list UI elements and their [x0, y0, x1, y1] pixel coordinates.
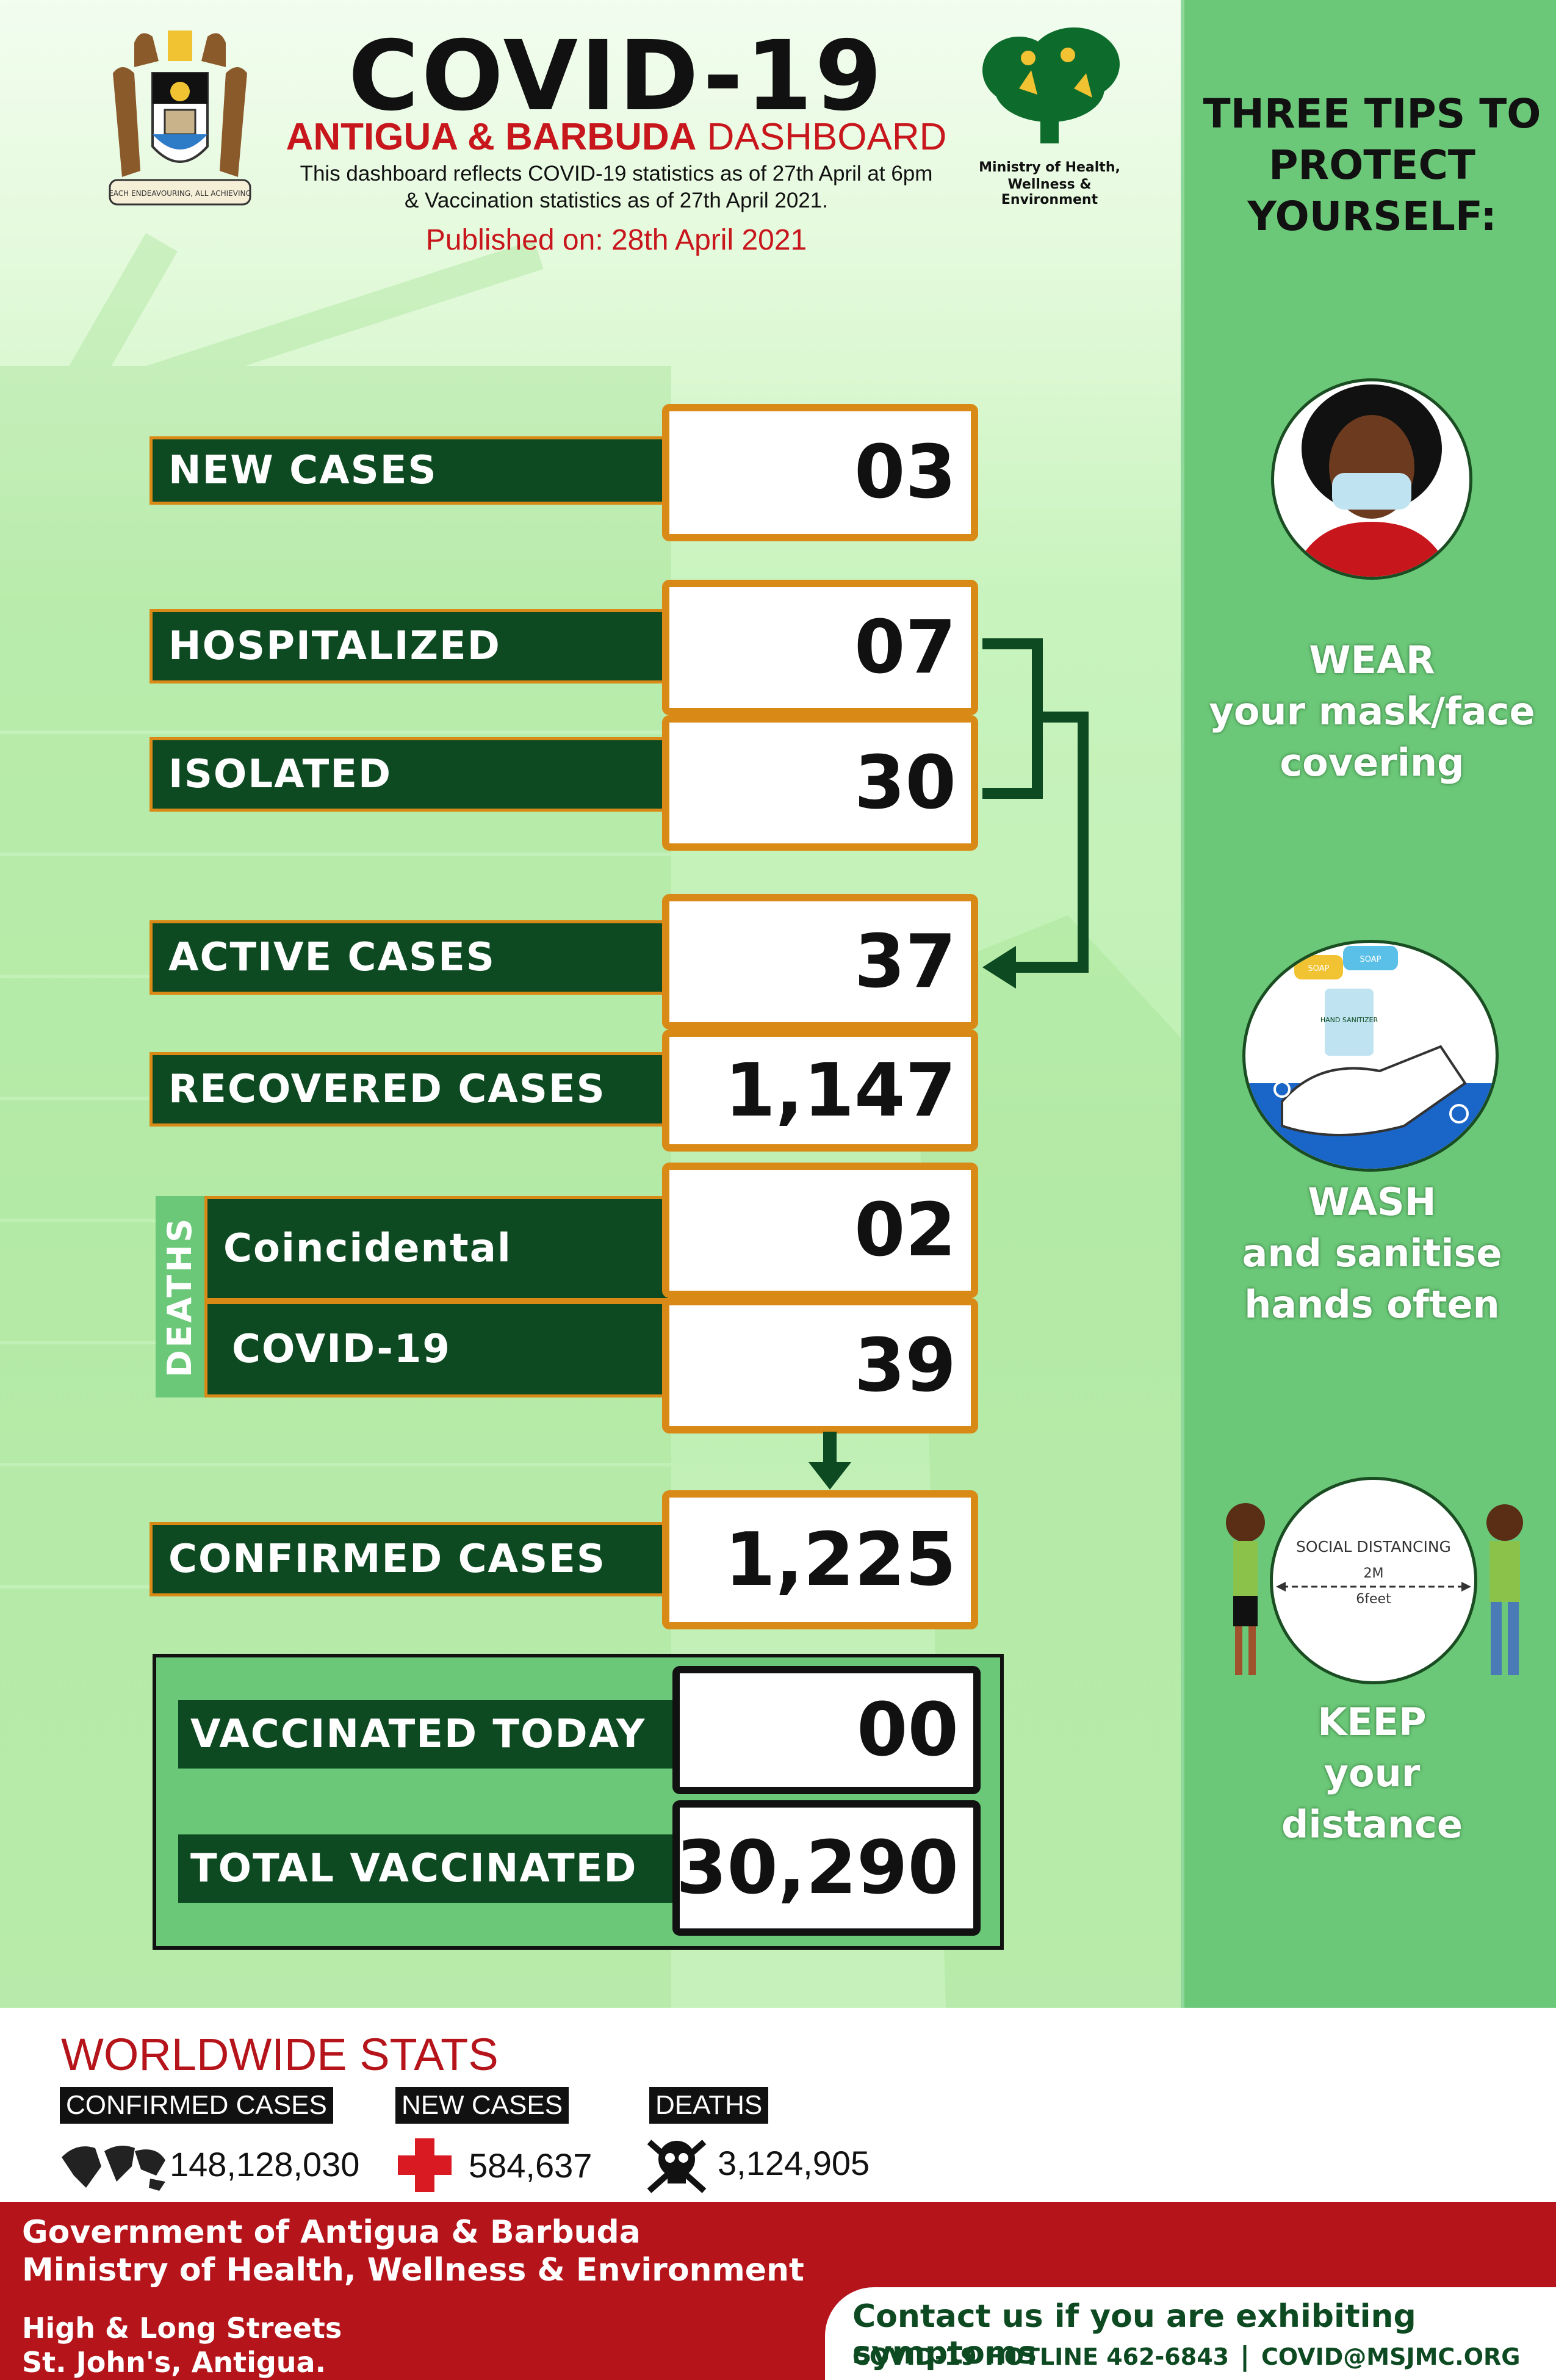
active-cases-label: ACTIVE CASES: [149, 920, 668, 995]
covid-hotline-link[interactable]: COVID-19 HOTLINE 462-6843: [852, 2343, 1230, 2370]
page-subtitle: ANTIGUA & BARBUDA DASHBOARD: [268, 113, 964, 162]
skull-crossbones-icon: [647, 2140, 707, 2193]
active-cases-value: 37: [662, 894, 978, 1030]
covid19-deaths-label: COVID-19: [204, 1301, 668, 1397]
vaccinated-today-value: 00: [672, 1666, 981, 1794]
tip3-line3: distance: [1281, 1802, 1463, 1847]
worldwide-new-label: NEW CASES: [395, 2087, 569, 2124]
recovered-cases-label: RECOVERED CASES: [149, 1052, 668, 1127]
tips-sidebar: THREE TIPS TO PROTECT YOURSELF: WEAR you…: [1181, 0, 1556, 2008]
ministry-name-line1: Ministry of Health,: [979, 160, 1120, 175]
deaths-title: DEATHS: [160, 1216, 199, 1378]
mask-wearing-illustration: [1271, 378, 1472, 580]
deaths-down-arrow: [809, 1432, 851, 1490]
footer-address-line2: St. John's, Antigua.: [22, 2346, 326, 2379]
tips-title-line2: PROTECT: [1269, 142, 1475, 189]
covid-email-link[interactable]: COVID@MSJMC.ORG: [1261, 2343, 1521, 2370]
hospitalized-value: 07: [662, 580, 978, 715]
worldwide-deaths-label: DEATHS: [649, 2087, 769, 2124]
tip2-line3: hands often: [1244, 1282, 1500, 1327]
recovered-cases-value: 1,147: [662, 1030, 978, 1152]
published-date: Published on: 28th April 2021: [425, 224, 807, 256]
man-figure-icon: [1486, 1504, 1523, 1675]
tip2-line1: WASH: [1308, 1180, 1436, 1224]
worldwide-confirmed-value: 148,128,030: [170, 2145, 360, 2183]
isolated-label: ISOLATED: [149, 737, 668, 812]
world-map-icon: [62, 2146, 165, 2191]
worldwide-confirmed-label: CONFIRMED CASES: [60, 2087, 333, 2124]
coincidental-value: 02: [662, 1163, 978, 1298]
worldwide-deaths-value: 3,124,905: [718, 2144, 870, 2182]
page-title: COVID-19: [348, 20, 885, 132]
isolated-value: 30: [662, 715, 978, 851]
coincidental-label: Coincidental: [204, 1196, 668, 1301]
confirmed-cases-label: CONFIRMED CASES: [149, 1522, 668, 1596]
new-cases-value: 03: [662, 404, 978, 541]
contact-panel: Contact us if you are exhibiting symptom…: [825, 2287, 1556, 2380]
tip1-line1: WEAR: [1309, 638, 1435, 682]
worldwide-stats-title: WORLDWIDE STATS: [61, 2029, 499, 2080]
covid19-deaths-value: 39: [662, 1298, 978, 1433]
social-distancing-label: SOCIAL DISTANCING: [1296, 1538, 1451, 1556]
distance-arrow-icon: [1276, 1582, 1471, 1592]
tips-title-line1: THREE TIPS TO: [1203, 90, 1541, 137]
subtitle-dashboard: DASHBOARD: [696, 116, 947, 158]
social-distancing-illustration: [1270, 1477, 1477, 1684]
coat-of-arms-icon: EACH ENDEAVOURING, ALL ACHIEVING: [109, 31, 251, 206]
ministry-tree-logo-icon: [982, 27, 1120, 143]
hands-icon: [1281, 1045, 1467, 1136]
sanitizer-label: HAND SANITIZER: [1320, 1016, 1378, 1024]
red-cross-icon: [398, 2138, 452, 2192]
tips-title-line3: YOURSELF:: [1247, 193, 1497, 240]
new-cases-label: NEW CASES: [149, 436, 668, 505]
footer-government: Government of Antigua & Barbuda: [22, 2214, 641, 2251]
sum-connector-arrow: [982, 638, 1089, 989]
contact-separator: |: [1240, 2341, 1250, 2372]
dashboard-main: EACH ENDEAVOURING, ALL ACHIEVING COVID-1…: [0, 0, 1181, 2008]
svg-text:EACH ENDEAVOURING, ALL ACHIEVI: EACH ENDEAVOURING, ALL ACHIEVING: [109, 189, 251, 198]
ministry-name-line2: Wellness & Environment: [1001, 177, 1098, 207]
hand-washing-illustration: HAND SANITIZER SOAP SOAP: [1242, 940, 1499, 1172]
hospitalized-label: HOSPITALIZED: [149, 609, 668, 683]
tip1-line2: your mask/face: [1209, 689, 1535, 734]
vaccinated-today-label: VACCINATED TODAY: [178, 1700, 679, 1769]
subtitle-country: ANTIGUA & BARBUDA: [286, 116, 697, 158]
woman-figure-icon: [1226, 1503, 1265, 1675]
soap-label-2: SOAP: [1360, 955, 1381, 964]
vaccination-date-line: & Vaccination statistics as of 27th Apri…: [405, 189, 828, 212]
total-vaccinated-label: TOTAL VACCINATED: [178, 1834, 679, 1903]
tip3-line1: KEEP: [1317, 1700, 1427, 1744]
footer-address-line1: High & Long Streets: [22, 2312, 342, 2345]
distance-meters: 2M: [1363, 1566, 1384, 1581]
distance-feet: 6feet: [1356, 1592, 1391, 1607]
contact-prompt: Contact us if you are exhibiting symptom…: [852, 2298, 1416, 2371]
soap-label-1: SOAP: [1308, 964, 1330, 973]
worldwide-new-value: 584,637: [469, 2146, 593, 2185]
total-vaccinated-value: 30,290: [672, 1800, 981, 1936]
confirmed-cases-value: 1,225: [662, 1490, 978, 1629]
tip1-line3: covering: [1280, 740, 1464, 785]
deaths-vertical-label: DEATHS: [156, 1196, 204, 1397]
footer-ministry: Ministry of Health, Wellness & Environme…: [22, 2252, 804, 2288]
face-mask-icon: [1292, 384, 1451, 577]
tip2-line2: and sanitise: [1242, 1231, 1502, 1275]
stats-date-line: This dashboard reflects COVID-19 statist…: [300, 162, 933, 186]
tip3-line2: your: [1324, 1751, 1421, 1795]
